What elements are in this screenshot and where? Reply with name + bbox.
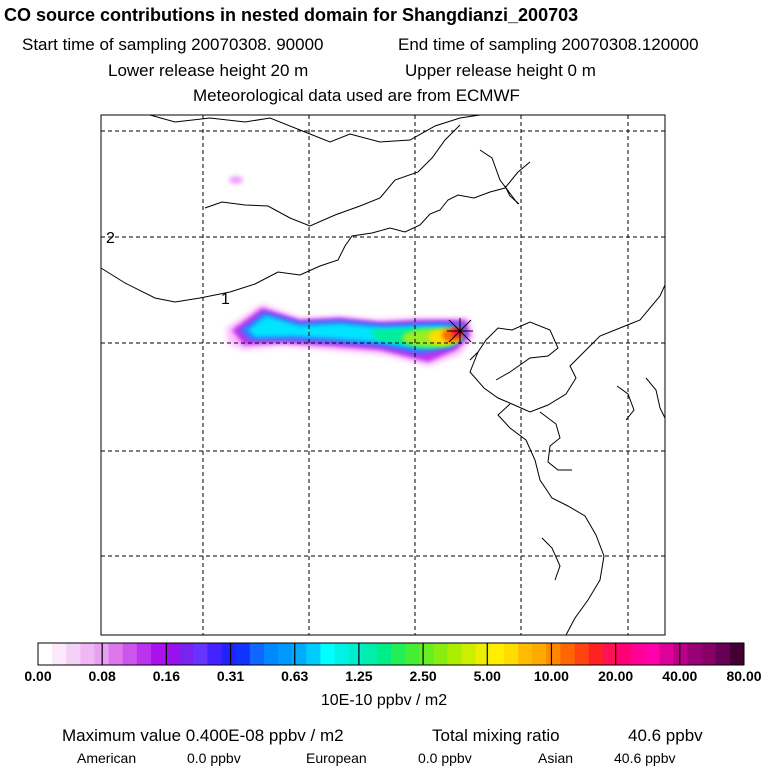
coastlines bbox=[100, 114, 666, 636]
receptor-station-marker bbox=[447, 318, 473, 344]
colorbar-frame bbox=[37, 642, 745, 666]
colorbar-cell bbox=[334, 643, 350, 665]
colorbar-cell bbox=[687, 643, 703, 665]
colorbar-cell bbox=[193, 643, 208, 665]
colorbar-tick-label: 20.00 bbox=[598, 668, 634, 684]
total-mixing-ratio-value: 40.6 ppbv bbox=[628, 726, 703, 745]
border-line bbox=[469, 284, 666, 413]
border-line bbox=[479, 149, 519, 205]
contour-label-2: 2 bbox=[106, 230, 115, 247]
colorbar-cell bbox=[560, 643, 576, 665]
colorbar-cell bbox=[461, 643, 477, 665]
european-value: 0.0 ppbv bbox=[418, 750, 472, 766]
colorbar-cell bbox=[150, 643, 166, 665]
colorbar-cell bbox=[447, 643, 463, 665]
colorbar-cell bbox=[179, 643, 194, 665]
colorbar-tick-label: 1.25 bbox=[345, 668, 373, 684]
colorbar-cell bbox=[433, 643, 448, 665]
colorbar-tick-label: 0.08 bbox=[88, 668, 116, 684]
colorbar-cell bbox=[715, 643, 731, 665]
plot-title: CO source contributions in nested domain… bbox=[4, 5, 579, 25]
american-label: American bbox=[77, 750, 137, 766]
colorbar-cell bbox=[52, 643, 67, 665]
colorbar-cell bbox=[122, 643, 138, 665]
contour-label-1: 1 bbox=[221, 291, 230, 308]
colorbar-cell bbox=[729, 643, 745, 665]
colorbar-tick-label: 2.50 bbox=[409, 668, 437, 684]
border-line bbox=[204, 124, 461, 227]
colorbar-cell bbox=[645, 643, 660, 665]
colorbar-cell bbox=[108, 643, 124, 665]
colorbar-cell bbox=[263, 643, 279, 665]
colorbar-cell bbox=[518, 643, 533, 665]
lower-release-height-label: Lower release height 20 m bbox=[108, 61, 309, 80]
border-line bbox=[497, 403, 605, 636]
colorbar-cell bbox=[673, 643, 689, 665]
colorbar-cell bbox=[546, 643, 561, 665]
upper-release-height-label: Upper release height 0 m bbox=[405, 61, 596, 80]
border-line bbox=[469, 321, 559, 381]
colorbar-cell bbox=[631, 643, 646, 665]
european-label: European bbox=[306, 750, 367, 766]
colorbar-tick-label: 0.31 bbox=[216, 668, 245, 684]
border-line bbox=[645, 377, 666, 419]
colorbar-unit-label: 10E-10 ppbv / m2 bbox=[320, 692, 448, 709]
colorbar-cell bbox=[616, 643, 632, 665]
maximum-value-label: Maximum value 0.400E-08 ppbv / m2 bbox=[62, 726, 344, 745]
end-time-label: End time of sampling 20070308.120000 bbox=[398, 35, 699, 54]
colorbar-cell bbox=[574, 643, 590, 665]
plume-small-patch bbox=[229, 176, 243, 184]
colorbar-cell bbox=[362, 643, 378, 665]
colorbar-tick-label: 5.00 bbox=[473, 668, 501, 684]
border-line bbox=[616, 385, 635, 421]
colorbar-cell bbox=[80, 643, 95, 665]
lat-lon-grid bbox=[101, 115, 665, 635]
colorbar-cell bbox=[165, 643, 180, 665]
border-line bbox=[100, 161, 531, 303]
colorbar-tick-label: 0.63 bbox=[281, 668, 309, 684]
colorbar-tick-label: 10.00 bbox=[533, 668, 569, 684]
colorbar-cell bbox=[532, 643, 547, 665]
colorbar-cell bbox=[278, 643, 293, 665]
colorbar-cell bbox=[503, 643, 519, 665]
colorbar-tick-label: 40.00 bbox=[662, 668, 698, 684]
colorbar-cell bbox=[249, 643, 265, 665]
colorbar-cell bbox=[207, 643, 223, 665]
start-time-label: Start time of sampling 20070308. 90000 bbox=[22, 35, 324, 54]
colorbar-cell bbox=[376, 643, 392, 665]
colorbar-cell bbox=[292, 643, 307, 665]
colorbar-tick-label: 0.16 bbox=[152, 668, 180, 684]
colorbar-cell bbox=[221, 643, 237, 665]
colorbar-cell bbox=[320, 643, 336, 665]
colorbar-cell bbox=[588, 643, 604, 665]
colorbar-cell bbox=[66, 643, 81, 665]
colorbar-cell bbox=[235, 643, 251, 665]
colorbar-cell bbox=[419, 643, 434, 665]
colorbar-cell bbox=[348, 643, 364, 665]
map-frame bbox=[100, 114, 666, 636]
colorbar-tick-label: 80.00 bbox=[726, 668, 762, 684]
total-mixing-ratio-label: Total mixing ratio bbox=[432, 726, 560, 745]
colorbar-cell bbox=[489, 643, 505, 665]
colorbar-cell bbox=[391, 643, 406, 665]
colorbar-tick-label: 0.00 bbox=[24, 668, 52, 684]
colorbar-cell bbox=[405, 643, 420, 665]
colorbar-cell bbox=[659, 643, 674, 665]
colorbar-cell bbox=[701, 643, 717, 665]
colorbar-cell bbox=[306, 643, 321, 665]
border-line bbox=[539, 411, 572, 471]
asian-value: 40.6 ppbv bbox=[614, 750, 676, 766]
border-line bbox=[541, 537, 561, 581]
border-line bbox=[504, 185, 520, 205]
colorbar-cell bbox=[475, 643, 491, 665]
border-line bbox=[149, 114, 481, 143]
colorbar-cell bbox=[136, 643, 152, 665]
colorbar-cell bbox=[602, 643, 618, 665]
asian-label: Asian bbox=[538, 750, 574, 766]
meteorological-data-label: Meteorological data used are from ECMWF bbox=[193, 86, 520, 105]
american-value: 0.0 ppbv bbox=[187, 750, 241, 766]
colorbar-cell bbox=[38, 643, 53, 665]
